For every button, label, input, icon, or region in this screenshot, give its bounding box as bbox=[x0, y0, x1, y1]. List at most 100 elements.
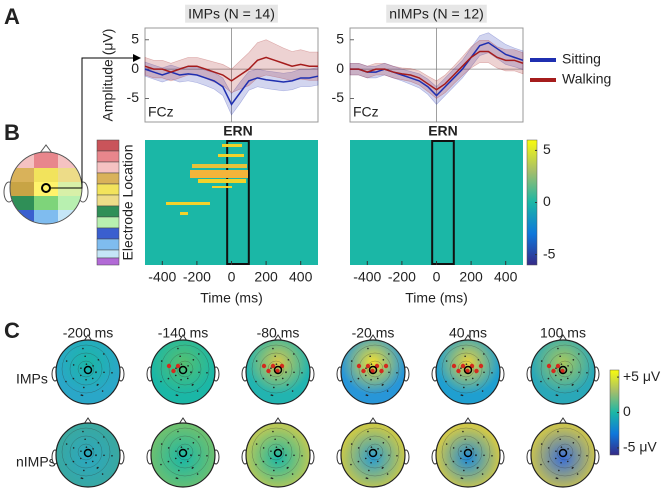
electrode-dot bbox=[84, 355, 86, 358]
significant-dot bbox=[383, 363, 389, 369]
contour bbox=[548, 352, 582, 386]
significant-dot bbox=[356, 363, 362, 369]
data-line bbox=[350, 41, 524, 97]
heatmap bbox=[350, 140, 523, 265]
x-tick-label: 0 bbox=[433, 269, 441, 285]
electrode-dot bbox=[274, 438, 276, 441]
electrode-dot bbox=[160, 380, 162, 383]
electrode-dot bbox=[364, 374, 367, 377]
electrode-dot bbox=[187, 365, 189, 367]
electrode-dot bbox=[198, 353, 200, 355]
electrode-dot bbox=[547, 377, 550, 380]
electrode-dot bbox=[180, 461, 182, 464]
electrode-dot bbox=[477, 359, 480, 361]
electrode-dot bbox=[570, 454, 572, 457]
electrode-dot bbox=[364, 457, 367, 460]
electrode-dot bbox=[293, 436, 295, 438]
electrode-dot bbox=[95, 454, 97, 457]
x-axis-label: Time (ms) bbox=[405, 290, 467, 306]
contour bbox=[358, 435, 392, 469]
electrode-dot bbox=[80, 477, 83, 479]
electrode-dot bbox=[287, 359, 290, 361]
y-tick-label: 0 bbox=[336, 60, 344, 76]
electrode-dot bbox=[262, 377, 265, 380]
electrode-dot bbox=[376, 460, 379, 463]
electrode-dot bbox=[269, 457, 272, 460]
significant-dot bbox=[474, 368, 479, 374]
topomap bbox=[150, 339, 216, 405]
x-tick-label: -200 bbox=[388, 269, 416, 285]
x-tick-label: -400 bbox=[148, 269, 176, 285]
contour bbox=[441, 427, 491, 477]
significant-dot bbox=[361, 368, 366, 374]
electrode-dot bbox=[445, 463, 447, 466]
electrode-dot bbox=[396, 455, 398, 457]
electrode-dot bbox=[287, 442, 290, 444]
electrode-dot bbox=[567, 365, 569, 367]
channel-label: FCz bbox=[353, 104, 379, 120]
electrode-dot bbox=[365, 450, 367, 453]
electrode-dot bbox=[578, 454, 580, 457]
electrode-dot bbox=[350, 380, 352, 383]
electrode-dot bbox=[465, 446, 468, 448]
contour bbox=[251, 427, 301, 477]
electrode-dot bbox=[84, 438, 86, 441]
electrode-dot bbox=[350, 463, 352, 466]
electrode-dot bbox=[483, 454, 485, 457]
electrode-dot bbox=[285, 371, 287, 374]
electrode-dot bbox=[65, 380, 67, 383]
title-background bbox=[185, 4, 278, 23]
time-label: 100 ms bbox=[540, 325, 586, 341]
electrode-dot bbox=[274, 355, 276, 358]
electrode-dot bbox=[103, 436, 105, 438]
electrode-dot bbox=[464, 438, 466, 441]
electrode-dot bbox=[65, 463, 67, 466]
contour bbox=[540, 344, 590, 394]
electrode-dot bbox=[357, 460, 360, 463]
x-tick-label: -200 bbox=[183, 269, 211, 285]
x-tick-label: 0 bbox=[228, 269, 236, 285]
electrode-dot bbox=[91, 460, 94, 463]
y-tick-label: 5 bbox=[336, 30, 344, 46]
contour bbox=[160, 344, 210, 394]
contour bbox=[168, 435, 202, 469]
electrode-dot bbox=[175, 477, 178, 479]
electrode-dot bbox=[571, 384, 574, 386]
electrode-dot bbox=[368, 469, 370, 472]
electrode-dot bbox=[459, 374, 462, 377]
electrode-dot bbox=[275, 446, 278, 448]
significant-dot bbox=[365, 363, 371, 369]
electrode-dot bbox=[270, 450, 272, 453]
fcz-marker bbox=[558, 365, 568, 375]
colorbar-tick-label: 0 bbox=[543, 193, 551, 209]
electrode-dot bbox=[381, 467, 384, 469]
electrode-dot bbox=[452, 460, 455, 463]
electrode-dot bbox=[262, 447, 265, 449]
electrode-dot bbox=[465, 363, 468, 365]
electrode-dot bbox=[462, 347, 464, 350]
electrode-dot bbox=[293, 371, 295, 374]
electrode-dot bbox=[462, 430, 464, 433]
electrode-dot bbox=[475, 454, 477, 457]
electrode-dot bbox=[111, 455, 113, 457]
fcz-marker bbox=[83, 448, 93, 458]
time-label: 40 ms bbox=[449, 325, 487, 341]
significant-dot bbox=[451, 363, 457, 369]
data-line bbox=[350, 50, 524, 91]
electrode-dot bbox=[578, 371, 580, 374]
electrode-dot bbox=[381, 384, 384, 386]
electrode-dot bbox=[275, 363, 278, 365]
electrode-dot bbox=[282, 448, 284, 450]
electrode-dot bbox=[377, 448, 379, 450]
electrode-dot bbox=[471, 460, 474, 463]
electrode-dot bbox=[83, 386, 85, 389]
electrode-dot bbox=[555, 477, 558, 479]
time-label: -200 ms bbox=[63, 325, 114, 341]
electrode-dot bbox=[91, 377, 94, 380]
electrode-dot bbox=[82, 347, 84, 350]
electrode-dot bbox=[178, 469, 180, 472]
electrode-dot bbox=[192, 442, 195, 444]
electrode-dot bbox=[554, 374, 557, 377]
electrode-dot bbox=[465, 378, 467, 381]
electrode-dot bbox=[365, 367, 367, 370]
